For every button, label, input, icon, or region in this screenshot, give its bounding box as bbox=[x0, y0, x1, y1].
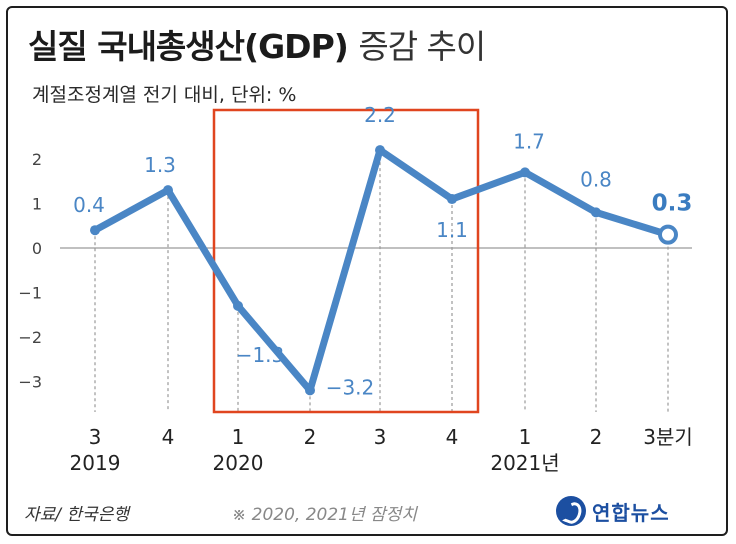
data-point bbox=[163, 185, 173, 196]
data-point bbox=[305, 385, 315, 396]
data-label: 0.3 bbox=[652, 191, 693, 217]
data-label: 0.8 bbox=[580, 167, 612, 191]
x-tick-label: 1 bbox=[519, 425, 532, 449]
data-label: 1.3 bbox=[144, 153, 176, 177]
x-tick-label: 2 bbox=[304, 425, 317, 449]
data-label: 2.2 bbox=[364, 103, 396, 127]
year-label: 2021년 bbox=[490, 451, 559, 475]
data-label: −3.2 bbox=[326, 375, 375, 399]
year-label: 2020 bbox=[213, 451, 264, 475]
logo-text: 연합뉴스 bbox=[592, 500, 670, 525]
y-tick-label: −1 bbox=[18, 284, 42, 303]
y-tick-label: 1 bbox=[32, 195, 42, 214]
x-tick-label: 3 bbox=[89, 425, 102, 449]
data-point bbox=[591, 207, 601, 218]
x-tick-label: 3분기 bbox=[643, 425, 693, 449]
data-point bbox=[520, 167, 530, 178]
y-tick-label: 2 bbox=[32, 150, 42, 169]
title-tail: 증감 추이 bbox=[358, 27, 486, 66]
x-tick-label: 4 bbox=[446, 425, 459, 449]
x-tick-label: 3 bbox=[374, 425, 387, 449]
data-label: 1.1 bbox=[436, 218, 468, 242]
data-label: 1.7 bbox=[513, 129, 545, 153]
latest-data-point bbox=[658, 224, 678, 245]
data-point bbox=[447, 194, 457, 205]
year-label: 2019 bbox=[70, 451, 121, 475]
provisional-note: ※ 2020, 2021년 잠정치 bbox=[232, 505, 417, 525]
yonhap-logo-icon bbox=[556, 496, 586, 526]
infographic-frame bbox=[6, 6, 728, 536]
x-tick-label: 1 bbox=[232, 425, 245, 449]
source-label: 자료/ 한국은행 bbox=[24, 505, 129, 525]
data-label: −1.3 bbox=[236, 343, 285, 367]
title-main: 실질 국내총생산(GDP) bbox=[28, 27, 349, 66]
data-point bbox=[233, 300, 243, 311]
yonhap-logo: 연합뉴스 bbox=[556, 494, 670, 528]
y-tick-label: 0 bbox=[32, 239, 42, 258]
y-tick-label: −3 bbox=[18, 373, 42, 392]
data-point bbox=[375, 145, 385, 156]
x-tick-label: 2 bbox=[590, 425, 603, 449]
chart-subtitle: 계절조정계열 전기 대비, 단위: % bbox=[32, 84, 297, 106]
x-tick-label: 4 bbox=[162, 425, 175, 449]
chart-title: 실질 국내총생산(GDP) 증감 추이 bbox=[28, 20, 486, 68]
data-label: 0.4 bbox=[73, 193, 105, 217]
data-point bbox=[90, 225, 100, 236]
y-tick-label: −2 bbox=[18, 328, 42, 347]
